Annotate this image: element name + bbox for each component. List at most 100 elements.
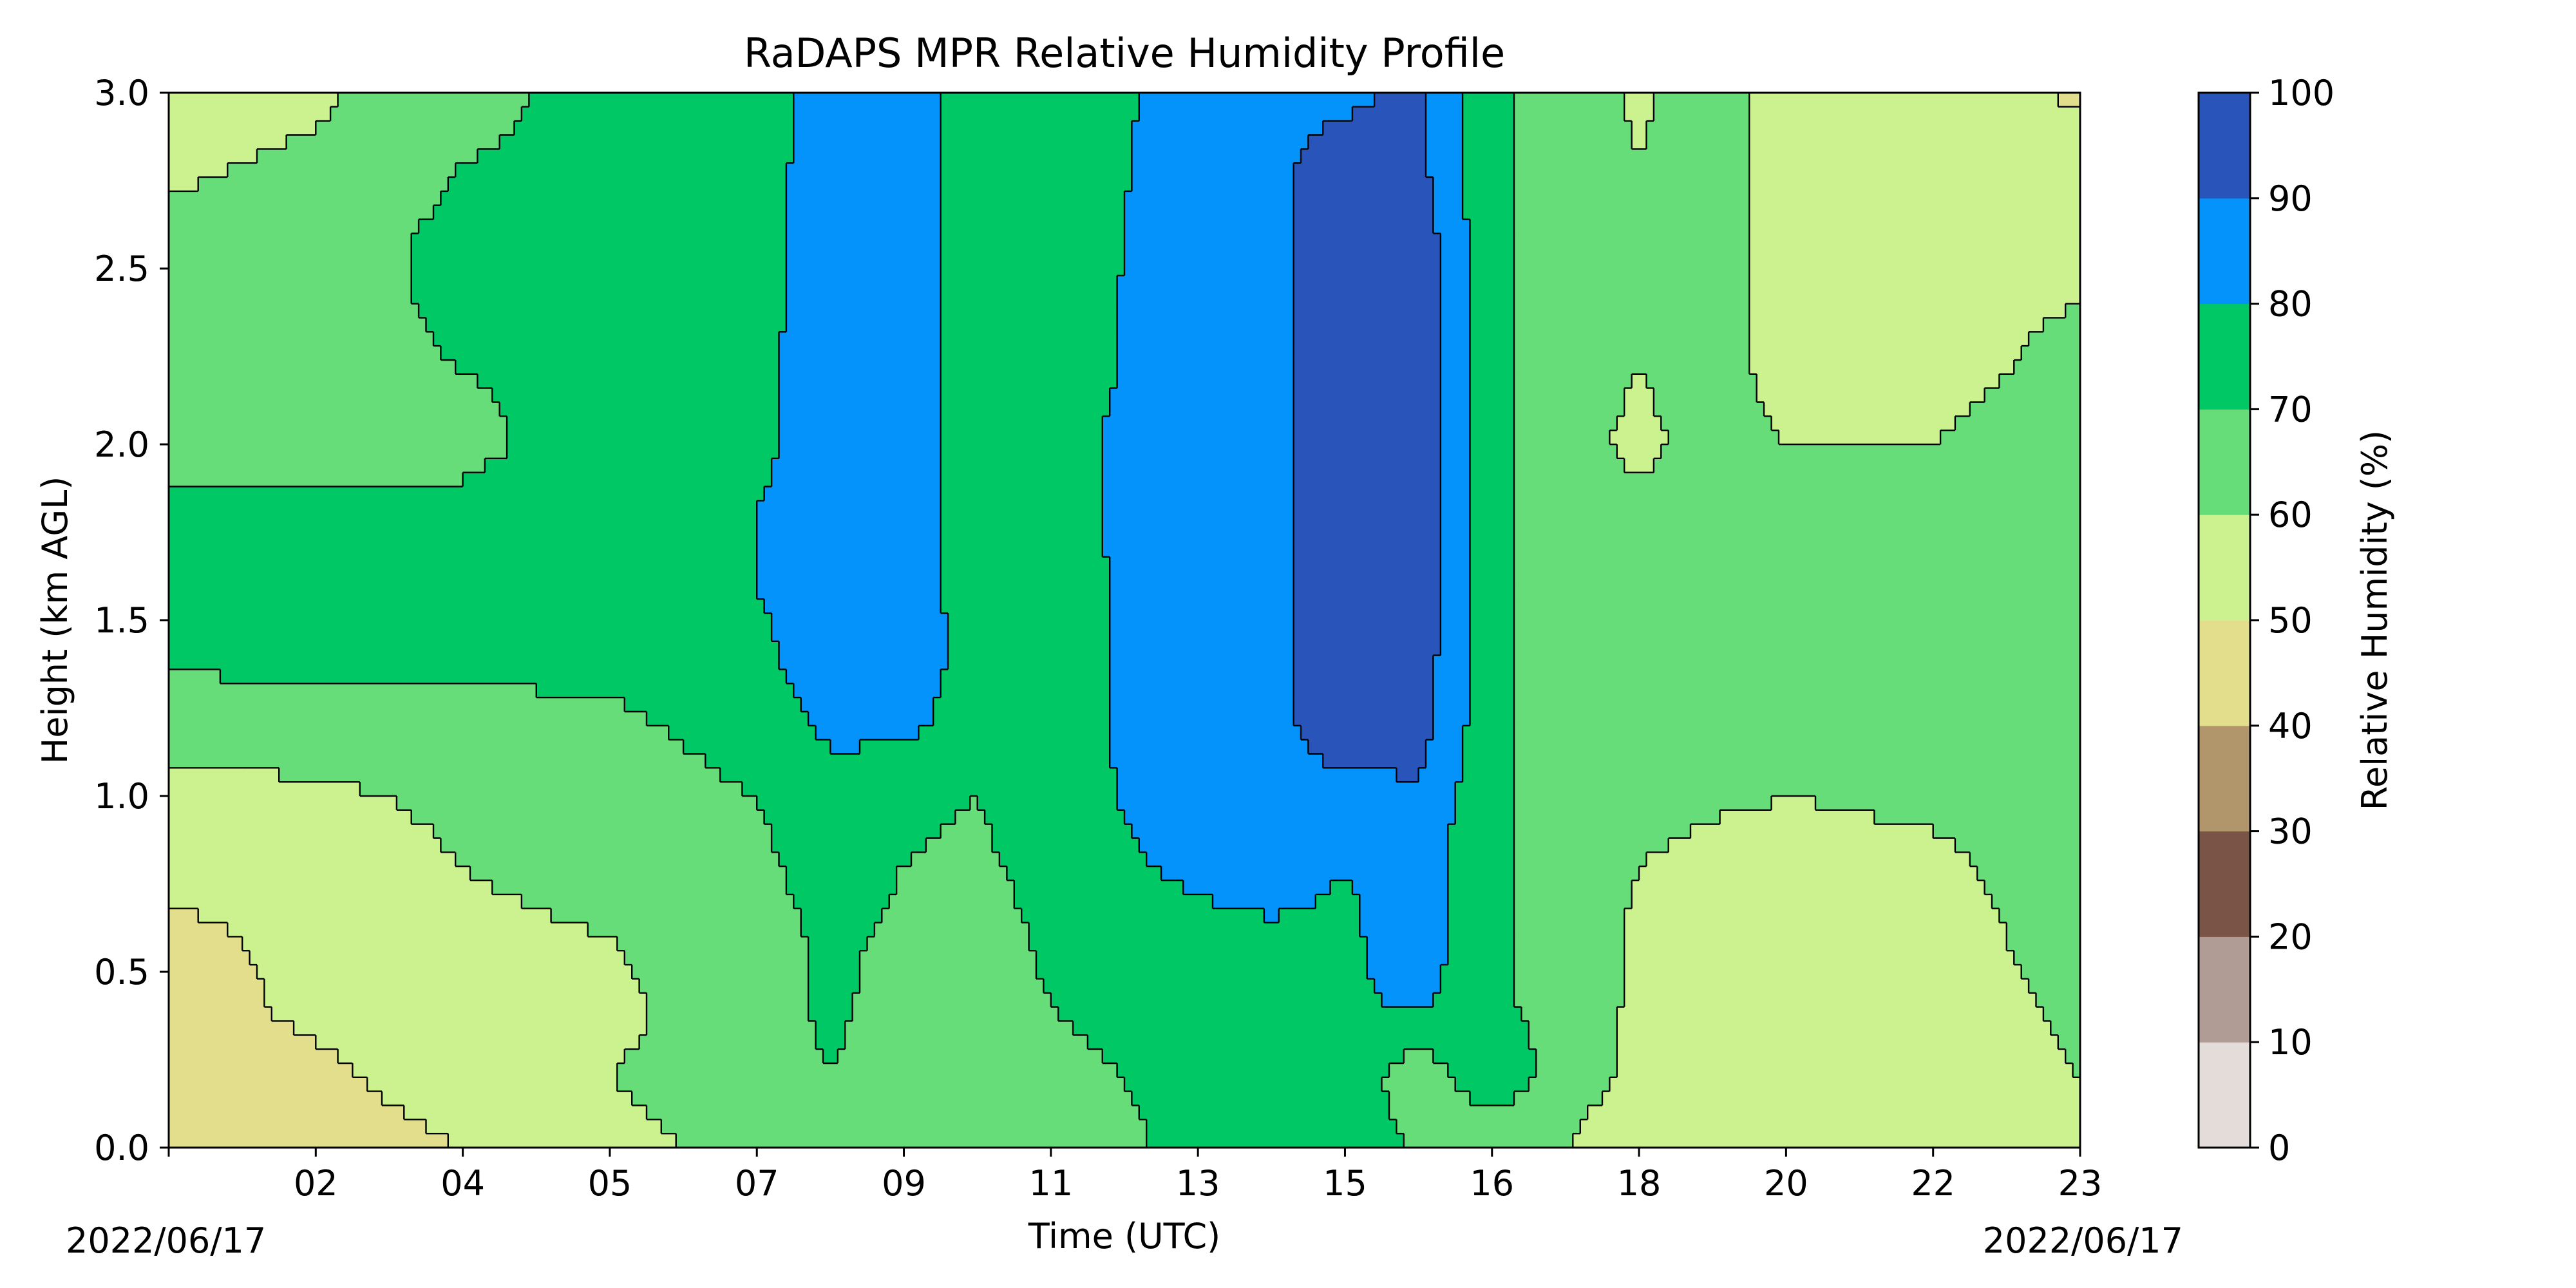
rh-cell <box>1440 458 1471 473</box>
rh-cell <box>536 683 795 698</box>
rh-cell <box>1536 1063 1618 1078</box>
rh-cell <box>1514 627 2080 642</box>
rh-cell <box>1139 838 1449 853</box>
rh-cell <box>169 866 471 881</box>
rh-cell <box>169 796 397 811</box>
rh-cell <box>1815 796 2080 811</box>
rh-cell <box>772 613 949 628</box>
colorbar-swatch <box>2199 409 2250 515</box>
rh-cell <box>1110 613 1294 628</box>
rh-cell <box>1624 922 2007 938</box>
rh-cell <box>169 205 434 220</box>
rh-cell <box>1463 739 1515 755</box>
rh-cell <box>1463 205 1515 220</box>
rh-cell <box>1117 768 1397 782</box>
rh-cell <box>1470 529 1515 544</box>
rh-cell <box>1624 965 2022 980</box>
rh-cell <box>1653 402 1765 417</box>
rh-cell <box>1315 894 1361 909</box>
rh-cell <box>169 486 765 502</box>
rh-cell <box>808 1007 853 1022</box>
rh-cell <box>830 739 860 755</box>
rh-cell <box>1028 922 1361 938</box>
rh-cell <box>337 1049 625 1064</box>
rh-cell <box>1646 135 1750 150</box>
rh-cell <box>1426 106 1463 122</box>
rh-cell <box>1440 641 1471 656</box>
rh-cell <box>1470 289 1515 305</box>
rh-cell <box>448 177 787 192</box>
rh-cell <box>779 641 949 656</box>
rh-cell <box>169 430 507 445</box>
rh-cell <box>2043 1007 2080 1022</box>
rh-cell <box>940 275 1118 290</box>
rh-cell <box>1514 529 2080 544</box>
rh-cell <box>940 374 1118 389</box>
colorbar-swatch <box>2199 936 2250 1043</box>
rh-cell <box>1426 163 1463 178</box>
x-tick-label: 05 <box>588 1163 632 1204</box>
rh-cell <box>1514 697 2080 712</box>
rh-cell <box>1124 233 1294 249</box>
rh-cell <box>1514 796 1772 811</box>
rh-cell <box>1293 529 1441 544</box>
rh-cell <box>1749 346 2022 361</box>
rh-cell <box>1514 247 1750 262</box>
rh-cell <box>1668 430 1779 445</box>
rh-cell <box>779 416 942 431</box>
rh-cell <box>860 965 1037 980</box>
rh-cell <box>1161 866 1449 881</box>
rh-cell <box>1293 332 1441 346</box>
x-tick-label: 15 <box>1323 1163 1367 1204</box>
rh-cell <box>169 599 765 614</box>
rh-cell <box>940 289 1118 305</box>
date-right-label: 2022/06/17 <box>1983 1220 2183 1261</box>
rh-cell <box>1117 796 1456 811</box>
rh-cell <box>264 978 640 994</box>
rh-cell <box>779 374 942 389</box>
rh-cell <box>786 669 942 685</box>
colorbar-frame <box>2197 91 2251 1149</box>
rh-cell <box>624 1049 824 1064</box>
rh-cell <box>1293 317 1441 333</box>
rh-cell <box>256 149 478 164</box>
rh-cell <box>1690 824 1934 839</box>
rh-cell <box>1463 768 1515 782</box>
rh-cell <box>1455 782 1515 797</box>
rh-cell <box>1470 261 1515 276</box>
rh-cell <box>1749 135 2080 150</box>
rh-cell <box>1448 880 1515 895</box>
rh-cell <box>1463 191 1515 206</box>
rh-cell <box>793 106 942 122</box>
rh-cell <box>1470 669 1515 685</box>
rh-cell <box>1359 894 1449 909</box>
colorbar-tick-label: 80 <box>2268 284 2313 325</box>
rh-cell <box>1440 444 1471 459</box>
rh-cell <box>948 613 1110 628</box>
rh-cell <box>1514 374 1633 389</box>
rh-cell <box>521 106 795 122</box>
rh-cell <box>1102 529 1294 544</box>
y-tick-label: 3.0 <box>94 73 149 113</box>
rh-contour-lines <box>169 93 2080 1148</box>
colorbar-swatch <box>2199 515 2250 621</box>
rh-cell <box>294 1021 647 1036</box>
rh-cell <box>1749 233 2080 249</box>
rh-cell <box>1470 416 1515 431</box>
rh-cell <box>1440 965 1515 980</box>
rh-cell <box>1639 866 1978 881</box>
rh-cell <box>169 739 684 755</box>
colorbar-tick-label: 20 <box>2268 916 2313 957</box>
rh-cell <box>786 205 942 220</box>
rh-cell <box>786 177 942 192</box>
rh-cell <box>1110 627 1294 642</box>
rh-cell <box>1514 542 2080 558</box>
rh-cell <box>940 416 1103 431</box>
rh-cell <box>1616 1063 2074 1078</box>
date-left-label: 2022/06/17 <box>66 1220 266 1261</box>
rh-cell <box>1514 655 2080 670</box>
rh-cell <box>1102 430 1294 445</box>
rh-cell <box>169 697 625 712</box>
rh-cell <box>198 908 552 923</box>
rh-cell <box>940 486 1103 502</box>
